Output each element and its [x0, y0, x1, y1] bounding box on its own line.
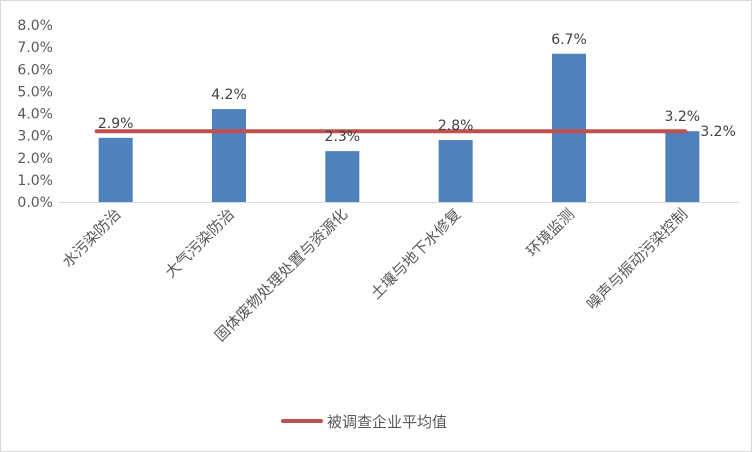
bar-value-label: 2.3%	[325, 129, 361, 145]
bar-value-label: 2.9%	[98, 116, 134, 132]
average-value-label: 3.2%	[700, 124, 736, 140]
bars	[98, 53, 700, 203]
bar-value-label: 6.7%	[551, 32, 587, 48]
y-tick-label: 8.0%	[17, 18, 53, 34]
bar-5	[552, 53, 586, 203]
y-tick-label: 0.0%	[17, 195, 53, 211]
y-tick-label: 1.0%	[17, 173, 53, 189]
y-tick-label: 7.0%	[17, 40, 53, 56]
bar-value-label: 4.2%	[211, 87, 247, 103]
y-tick-label: 3.0%	[17, 129, 53, 145]
category-label: 水污染防治	[59, 205, 125, 271]
category-label: 大气污染防治	[161, 205, 237, 281]
category-label: 土壤与地下水修复	[367, 205, 465, 303]
bar-value-label: 2.8%	[438, 118, 474, 134]
bar-4	[438, 140, 473, 202]
bar-2	[212, 109, 246, 202]
bar-6	[665, 131, 700, 202]
bar-value-label: 3.2%	[665, 109, 701, 125]
bar-3	[325, 151, 360, 202]
category-label: 噪声与振动污染控制	[583, 205, 691, 313]
category-label: 固体废物处理处置与资源化	[211, 205, 351, 345]
y-tick-label: 2.0%	[17, 151, 53, 167]
category-label: 环境监测	[523, 205, 578, 260]
legend: 被调查企业平均值	[281, 413, 447, 431]
y-tick-label: 4.0%	[17, 107, 53, 123]
bar-1	[98, 137, 133, 202]
data-labels: 2.9% 4.2% 2.3% 2.8% 6.7% 3.2%3.2%	[98, 32, 736, 145]
y-tick-label: 5.0%	[17, 84, 53, 100]
y-tick-label: 6.0%	[17, 62, 53, 78]
legend-label: 被调查企业平均值	[327, 413, 447, 431]
y-axis: 0.0% 1.0% 2.0% 3.0% 4.0% 5.0% 6.0% 7.0% 8.0%	[17, 18, 53, 211]
